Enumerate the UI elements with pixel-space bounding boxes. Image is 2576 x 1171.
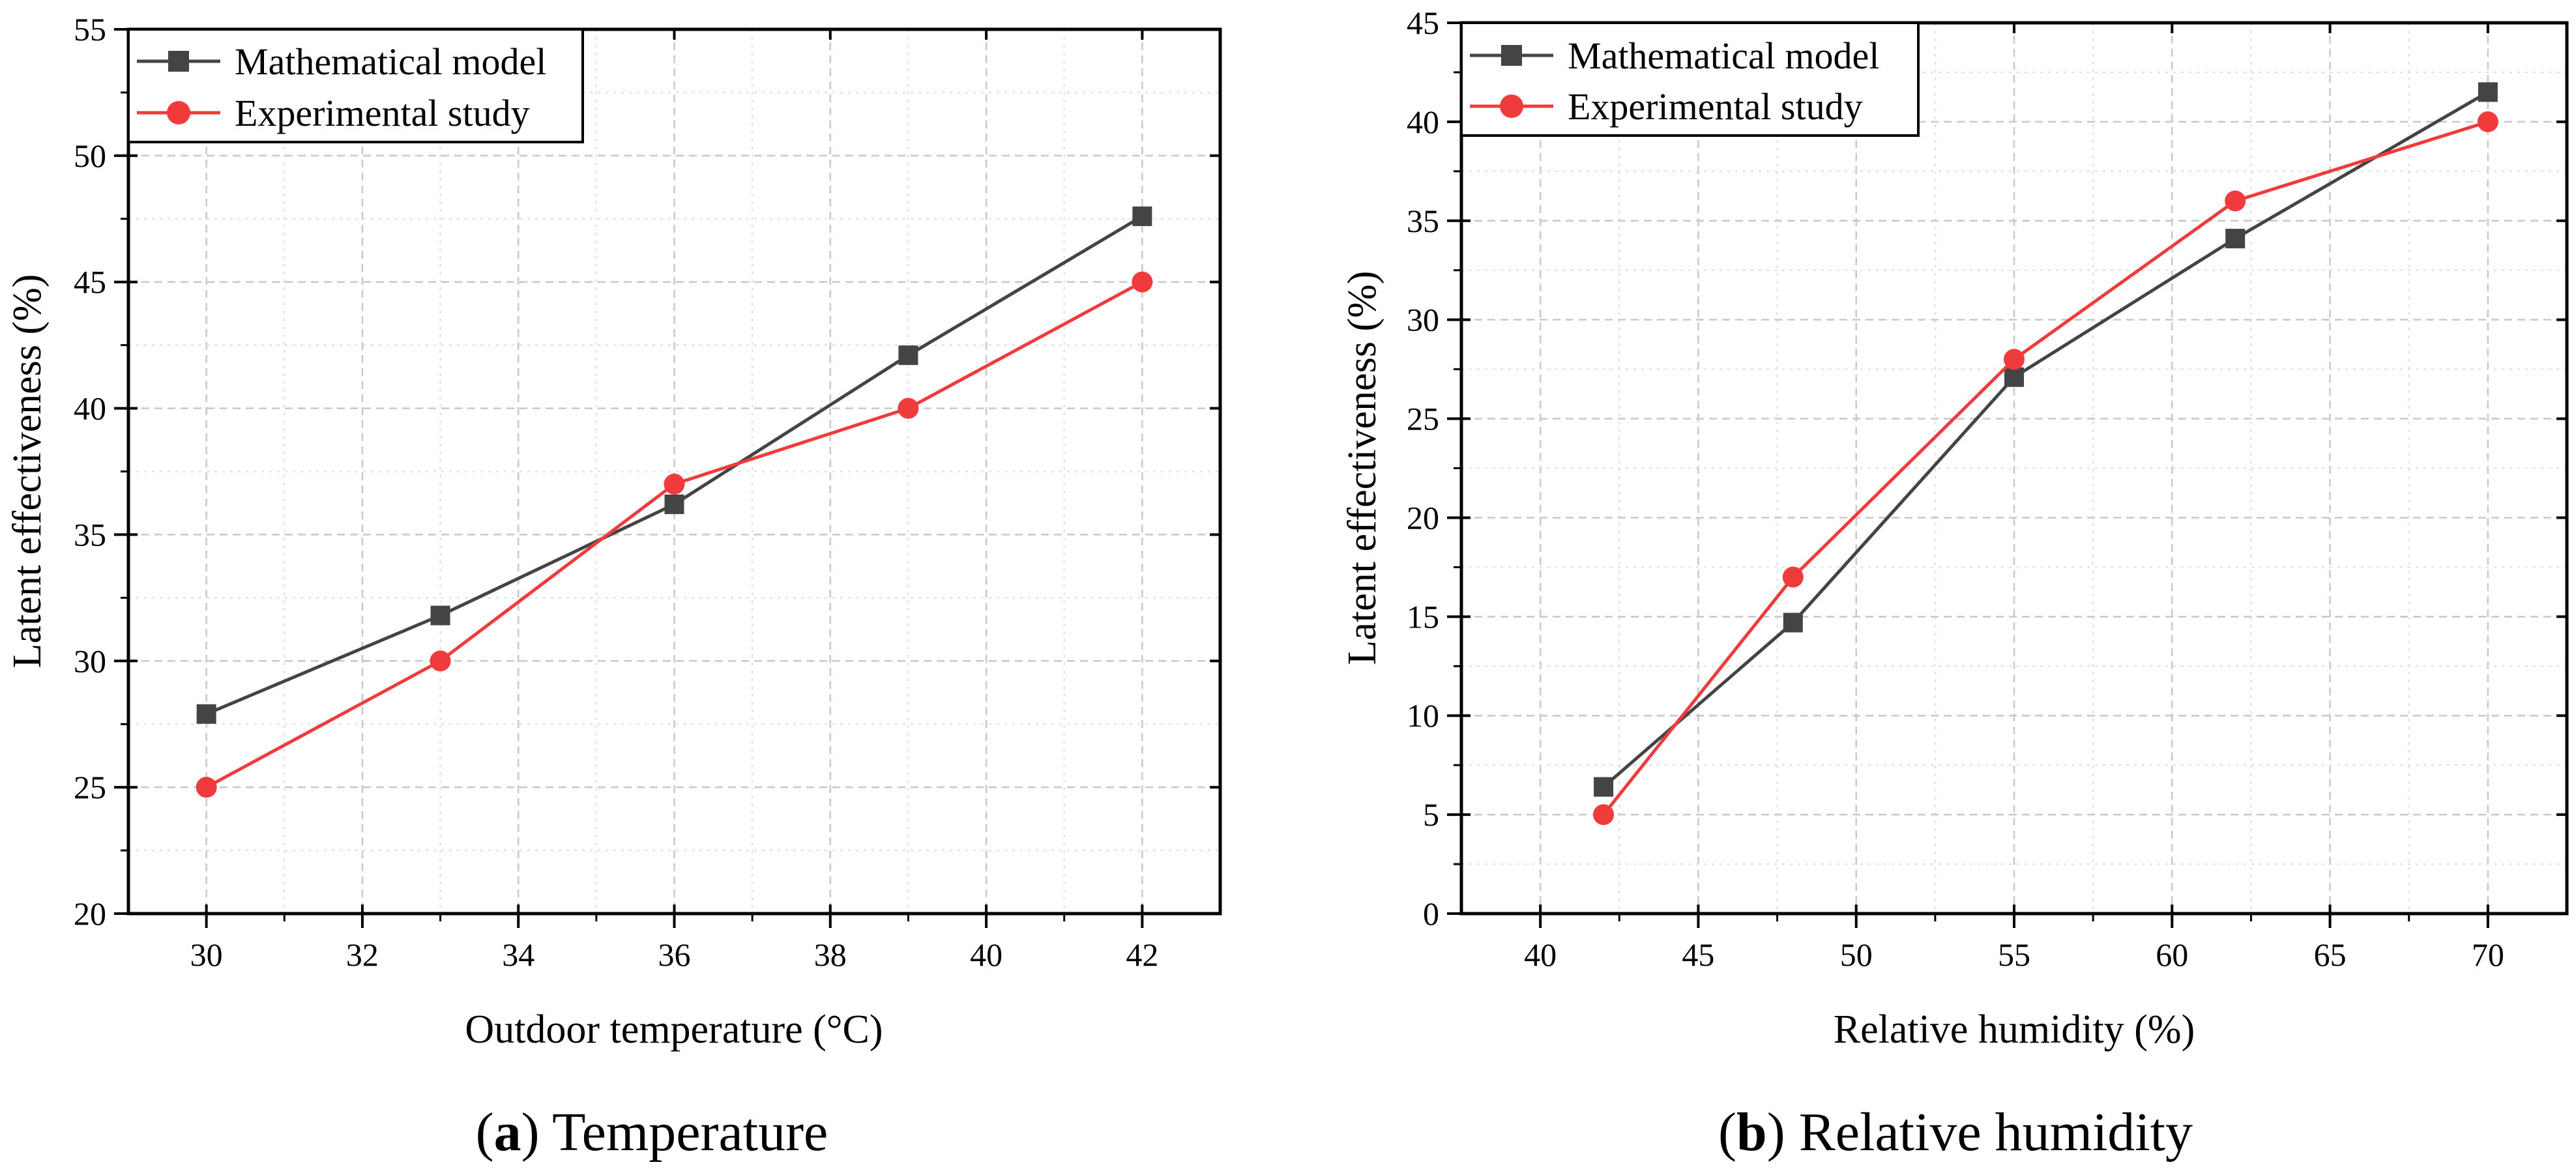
panel-a-ticks	[114, 28, 1220, 928]
panel-b-y-tick-label-2: 10	[1407, 697, 1439, 734]
panel-a-x-tick-label-2: 34	[502, 936, 534, 973]
panel-b-y-tick-label-8: 40	[1407, 104, 1439, 140]
panel-a-series	[196, 206, 1153, 798]
panel-b-x-tick-label-1: 45	[1682, 936, 1714, 973]
panel-b-caption-letter: b	[1736, 1102, 1767, 1163]
panel-a-y-tick-label-7: 55	[74, 11, 106, 48]
panel-a-y-tick-label-6: 50	[74, 137, 106, 174]
panel-b-legend-marker-model	[1501, 45, 1522, 66]
panel-a-temperature: 30 32 34 36 38 40 42 20 25 30 35 40 45 50 55 Mathemati…	[5, 11, 1222, 1163]
panel-a-y-tick-label-5: 45	[74, 264, 106, 300]
panel-b-series-0-point-1	[1783, 613, 1803, 633]
panel-a-series-1-point-0	[196, 777, 217, 798]
panel-a-legend-box	[127, 28, 584, 143]
panel-a-legend-marker-model	[168, 51, 189, 72]
panel-a-legend: Mathematical model Experimental study	[127, 28, 584, 143]
panel-b-x-tick-label-3: 55	[1998, 936, 2030, 973]
panel-b-series-0-point-0	[1594, 777, 1614, 797]
panel-b-y-tick-label-6: 30	[1407, 302, 1439, 338]
panel-b-y-axis-title: Latent effectiveness (%)	[1340, 271, 1384, 665]
panel-a-x-tick-label-4: 38	[814, 936, 847, 973]
panel-b-x-tick-label-0: 40	[1524, 936, 1557, 973]
panel-a-y-axis-title: Latent effectiveness (%)	[5, 274, 50, 669]
panel-a-x-tick-label-6: 42	[1126, 936, 1158, 973]
panel-a-y-tick-label-0: 20	[74, 895, 106, 932]
panel-b-series-1-point-2	[2004, 349, 2025, 370]
panel-b-y-tick-label-4: 20	[1407, 499, 1439, 536]
panel-b-legend-marker-exp	[1500, 94, 1523, 118]
panel-a-y-tick-label-4: 40	[74, 390, 106, 427]
panel-b-x-tick-label-6: 70	[2472, 936, 2504, 973]
panel-b-series-1-point-3	[2225, 190, 2246, 212]
panel-a-x-axis-title: Outdoor temperature (°C)	[465, 1007, 883, 1052]
panel-a-legend-marker-exp	[167, 101, 190, 124]
panel-a-x-tick-label-5: 40	[970, 936, 1003, 973]
panel-b-legend: Mathematical model Experimental study	[1460, 22, 1920, 137]
panel-b-y-tick-label-0: 0	[1423, 895, 1439, 932]
panel-a-caption-title: Temperature	[552, 1102, 828, 1163]
panel-b-caption: (b) Relative humidity	[1718, 1102, 2193, 1163]
panel-a-series-0-point-1	[430, 605, 450, 626]
panel-a-caption-letter: a	[494, 1102, 521, 1163]
panel-b-x-tick-label-4: 60	[2156, 936, 2188, 973]
panel-a-y-tick-label-1: 25	[74, 769, 106, 805]
panel-a-grid	[128, 28, 1220, 915]
panel-b-legend-label-exp: Experimental study	[1568, 85, 1863, 128]
panel-b-series	[1593, 82, 2498, 826]
panel-b-y-tick-label-7: 35	[1407, 203, 1439, 239]
panel-b-series-1-point-0	[1593, 804, 1615, 826]
panel-a-series-0-point-3	[898, 345, 918, 366]
panel-a-x-tick-label-3: 36	[658, 936, 691, 973]
panel-b-tick-labels: 40 45 50 55 60 65 70 0 5 10 15 20 25 30 35 40 45	[1407, 5, 2504, 973]
panel-a-x-tick-label-0: 30	[190, 936, 223, 973]
panel-a-tick-labels: 30 32 34 36 38 40 42 20 25 30 35 40 45 50 55	[74, 11, 1158, 973]
panel-b-y-tick-label-5: 25	[1407, 401, 1439, 437]
panel-b-y-tick-label-9: 45	[1407, 5, 1439, 41]
panel-b-y-tick-label-1: 5	[1423, 796, 1439, 833]
panel-a-series-1-point-4	[1132, 271, 1153, 293]
panel-a-x-tick-label-1: 32	[346, 936, 379, 973]
panel-a-legend-label-model: Mathematical model	[235, 40, 546, 83]
panel-a-series-1-point-2	[664, 473, 685, 495]
panel-a-series-0-point-0	[196, 704, 216, 724]
panel-b-legend-box	[1460, 22, 1920, 137]
panel-b-y-tick-label-3: 15	[1407, 598, 1439, 635]
panel-b-series-0-point-4	[2478, 82, 2498, 102]
panel-b-series-1-point-1	[1782, 566, 1804, 588]
panel-b-series-1-point-4	[2477, 111, 2498, 132]
panel-b-x-tick-label-2: 50	[1840, 936, 1873, 973]
panel-b-x-tick-label-5: 65	[2314, 936, 2347, 973]
panel-b-relative-humidity: 40 45 50 55 60 65 70 0 5 10 15 20 25 30 35 40 45 Mathema…	[1340, 5, 2569, 1163]
panel-a-series-1-point-1	[430, 650, 451, 672]
panel-b-legend-label-model: Mathematical model	[1568, 35, 1879, 77]
panel-b-grid	[1461, 22, 2567, 915]
panel-b-x-axis-title: Relative humidity (%)	[1834, 1007, 2195, 1052]
panel-a-caption: (a) Temperature	[476, 1102, 828, 1163]
panel-a-legend-label-exp: Experimental study	[235, 92, 530, 134]
panel-a-y-tick-label-3: 35	[74, 516, 106, 553]
panel-a-series-0-point-2	[664, 494, 684, 514]
panel-a-series-1-point-3	[898, 398, 919, 419]
panel-a-series-0-point-4	[1132, 206, 1152, 226]
panel-a-y-tick-label-2: 30	[74, 643, 106, 679]
panel-b-ticks	[1447, 22, 2567, 928]
panel-b-series-0-point-2	[2004, 367, 2024, 387]
panel-b-series-0-point-3	[2225, 229, 2246, 249]
panel-b-series-0-line	[1602, 91, 2489, 788]
panel-b-caption-title: Relative humidity	[1799, 1102, 2193, 1163]
